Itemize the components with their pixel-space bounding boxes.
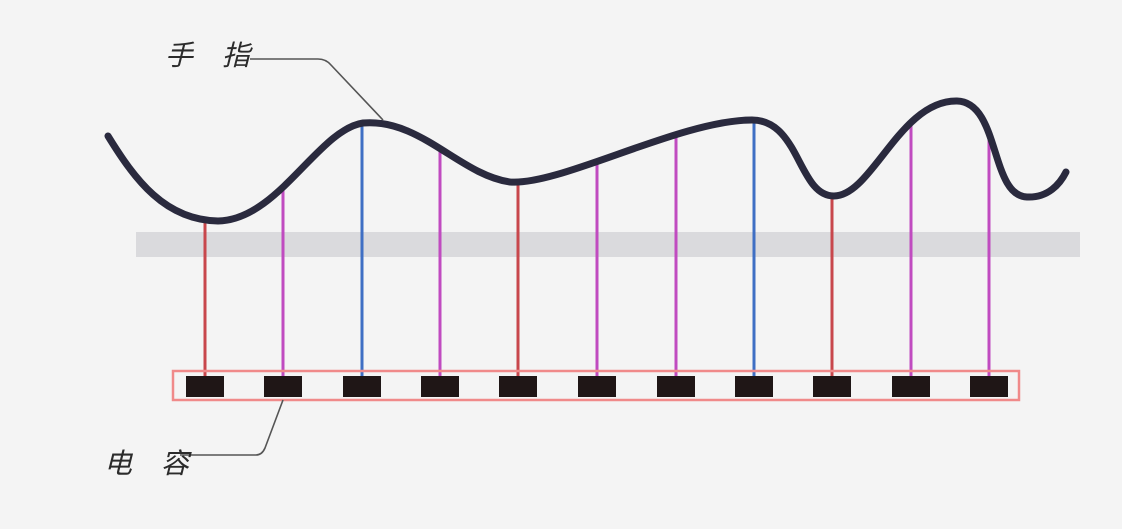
glass-layer (136, 232, 1080, 257)
capacitor-cell-4 (421, 376, 459, 397)
capacitor-strip (171, 369, 1021, 402)
capacitor-leader-line (180, 399, 284, 456)
capacitor-cell-3 (343, 376, 381, 397)
capacitor-cell-7 (657, 376, 695, 397)
finger-label: 手 指 (165, 39, 260, 72)
capacitor-cell-9 (813, 376, 851, 397)
finger-surface-curve (104, 97, 1070, 225)
finger-leader-line (250, 58, 384, 121)
capacitor-label: 电 容 (104, 447, 199, 480)
capacitor-cell-2 (264, 376, 302, 397)
signal-lines (203, 120, 991, 376)
capacitor-cell-8 (735, 376, 773, 397)
capacitor-cell-5 (499, 376, 537, 397)
capacitor-cell-1 (186, 376, 224, 397)
capacitor-cell-6 (578, 376, 616, 397)
capacitor-cell-11 (970, 376, 1008, 397)
capacitor-cell-10 (892, 376, 930, 397)
capacitor-cells (186, 376, 1008, 397)
